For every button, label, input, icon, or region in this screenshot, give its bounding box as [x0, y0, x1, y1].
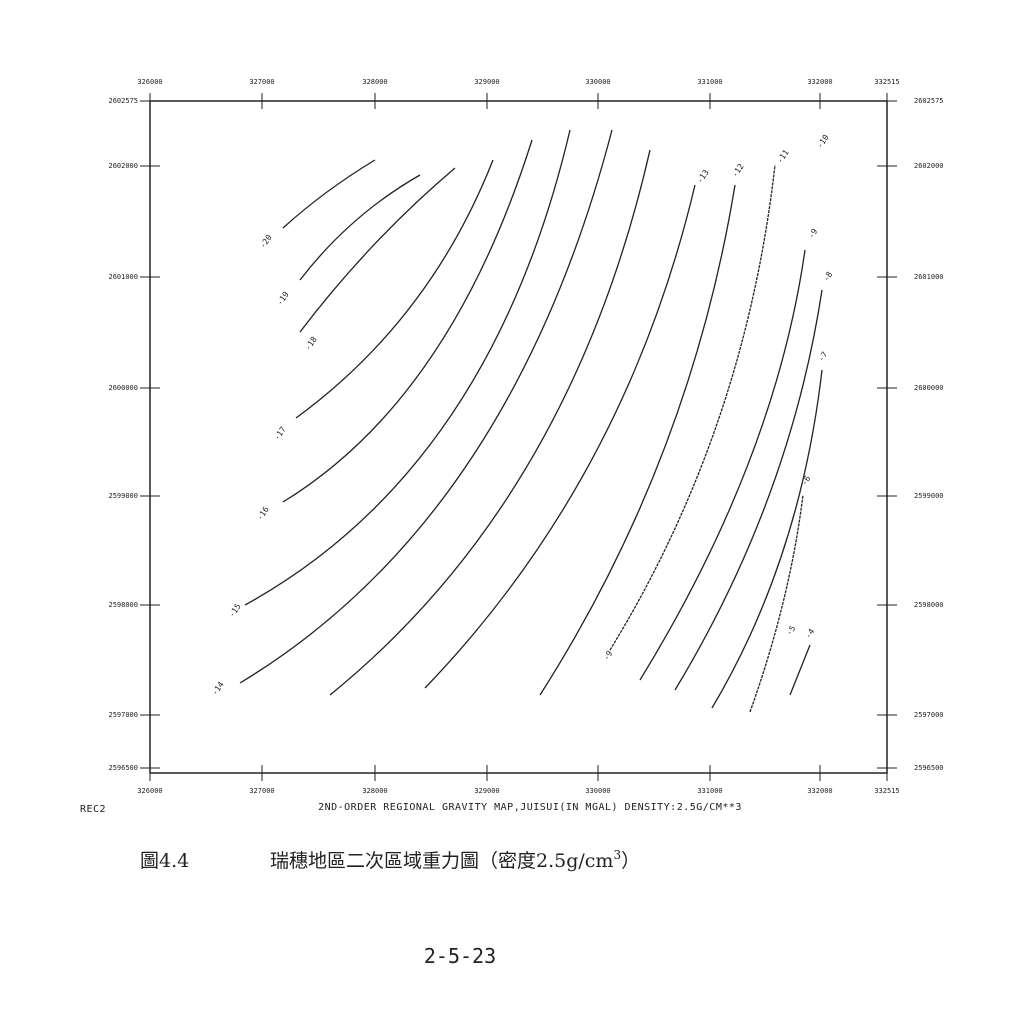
- map-title: 2ND-ORDER REGIONAL GRAVITY MAP,JUISUI(IN…: [318, 802, 742, 813]
- top-tick-label: 326000: [137, 78, 162, 86]
- caption-title: 瑞穗地區二次區域重力圖（密度2.5g/cm3）: [270, 848, 640, 872]
- contour-label: -7: [817, 350, 830, 363]
- right-tick-label: 2599000: [914, 492, 944, 500]
- top-tick-label: 331000: [697, 78, 722, 86]
- map-frame: [149, 100, 888, 774]
- top-tick-label: 329000: [474, 78, 499, 86]
- bottom-tick-label: 331000: [697, 787, 722, 795]
- ticks: 326000 326000 327000 327000 328000 328000 3290…: [108, 78, 943, 795]
- contour-label: -20: [258, 233, 274, 250]
- contour-label: -9: [602, 649, 615, 662]
- contour-label: -16: [255, 505, 271, 522]
- contours: [239, 129, 823, 713]
- left-tick-label: 2599000: [108, 492, 138, 500]
- caption-end: ）: [621, 850, 640, 872]
- bottom-tick-label: 332000: [807, 787, 832, 795]
- left-tick-label: 2602000: [108, 162, 138, 170]
- contour-label: -18: [303, 335, 319, 352]
- contour-label: -11: [775, 148, 791, 165]
- left-tick-label: 2602575: [108, 97, 138, 105]
- contour-label: -9: [807, 227, 820, 240]
- map-code: REC2: [80, 804, 106, 815]
- right-tick-label: 2598000: [914, 601, 944, 609]
- right-tick-label: 2600000: [914, 384, 944, 392]
- caption-number: 圖4.4: [140, 850, 189, 872]
- top-tick-label: 332515: [874, 78, 899, 86]
- left-tick-label: 2598000: [108, 601, 138, 609]
- left-tick-label: 2596500: [108, 764, 138, 772]
- bottom-tick-label: 326000: [137, 787, 162, 795]
- right-tick-label: 2596500: [914, 764, 944, 772]
- bottom-tick-label: 332515: [874, 787, 899, 795]
- contour-labels: -20 -19 -18 -17 -16 -15 -14 -13 -12 -11 -10 -9 -8 -7 -…: [210, 133, 834, 697]
- contour-label: -14: [210, 680, 226, 697]
- contour-label: -13: [695, 168, 711, 185]
- contour-label: -15: [227, 602, 243, 619]
- contour-label: -10: [815, 133, 831, 150]
- top-tick-label: 332000: [807, 78, 832, 86]
- right-tick-label: 2602575: [914, 97, 944, 105]
- page-number: 2-5-23: [424, 944, 496, 968]
- bottom-tick-label: 327000: [249, 787, 274, 795]
- contour-label: -8: [822, 270, 835, 283]
- bottom-tick-label: 330000: [585, 787, 610, 795]
- left-tick-label: 2601000: [108, 273, 138, 281]
- bottom-tick-label: 328000: [362, 787, 387, 795]
- top-tick-label: 328000: [362, 78, 387, 86]
- contour-label: -19: [275, 290, 291, 307]
- caption-text: 瑞穗地區二次區域重力圖（密度2.5g/cm: [270, 850, 613, 872]
- bottom-tick-label: 329000: [474, 787, 499, 795]
- right-tick-label: 2602000: [914, 162, 944, 170]
- contour-label: -12: [730, 162, 746, 179]
- right-tick-label: 2601000: [914, 273, 944, 281]
- left-tick-label: 2597000: [108, 711, 138, 719]
- left-tick-label: 2600000: [108, 384, 138, 392]
- right-tick-label: 2597000: [914, 711, 944, 719]
- contour-label: -4: [804, 627, 817, 640]
- contour-label: -17: [272, 425, 288, 442]
- top-tick-label: 327000: [249, 78, 274, 86]
- top-tick-label: 330000: [585, 78, 610, 86]
- contour-label: -5: [785, 624, 798, 637]
- caption-superscript: 3: [613, 848, 621, 862]
